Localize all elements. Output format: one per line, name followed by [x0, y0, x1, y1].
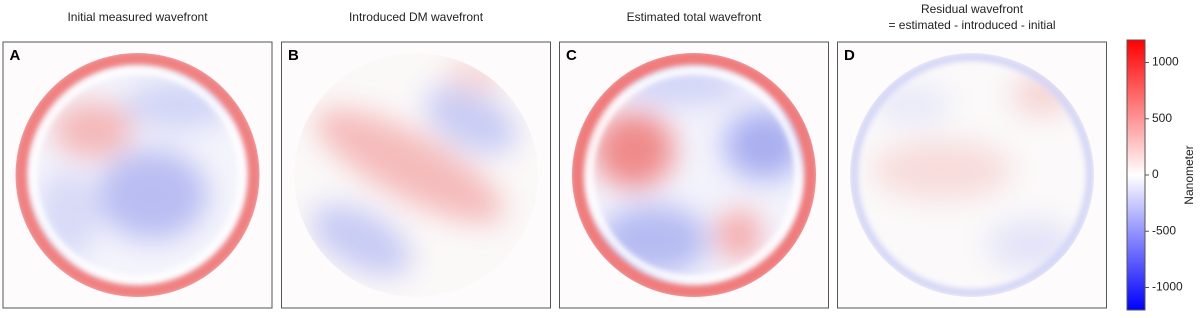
panel-title: Initial measured wavefront	[67, 10, 208, 24]
tick-label: -1000	[1152, 280, 1183, 294]
panel-title: Residual wavefront	[921, 2, 1024, 16]
panel-title: Estimated total wavefront	[627, 10, 762, 24]
panel-letter: B	[288, 47, 299, 64]
panel-b: B	[281, 41, 551, 309]
wavefront-map	[294, 53, 538, 297]
colorbar: Nanometer 1000 500 0 -500 -1000	[1126, 39, 1196, 311]
panel-c: C	[559, 41, 829, 309]
colorbar-label: Nanometer	[1182, 145, 1196, 204]
wavefront-map	[850, 53, 1094, 297]
panel-letter: A	[10, 47, 21, 64]
wavefront-map	[572, 53, 816, 297]
tick-label: 500	[1152, 111, 1172, 125]
panel-letter: D	[844, 47, 855, 64]
tick-label: 0	[1152, 167, 1159, 181]
tick-label: 1000	[1152, 55, 1179, 69]
wavefront-map	[15, 53, 260, 297]
tick-label: -500	[1152, 223, 1176, 237]
panel-a: A	[2, 41, 273, 309]
panel-title: Introduced DM wavefront	[349, 10, 484, 24]
panel-d: D	[837, 41, 1107, 309]
panel-subtitle: = estimated - introduced - initial	[888, 18, 1055, 32]
colorbar-scale	[1126, 39, 1146, 311]
panel-letter: C	[566, 47, 577, 64]
